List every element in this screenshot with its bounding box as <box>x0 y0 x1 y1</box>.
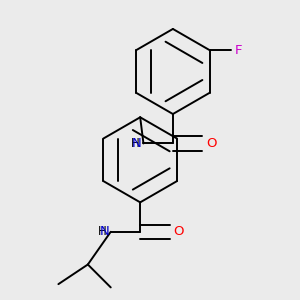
Text: N: N <box>132 137 142 150</box>
Text: O: O <box>174 225 184 238</box>
Text: H: H <box>98 225 107 238</box>
Text: H: H <box>131 137 140 150</box>
Text: N: N <box>99 225 109 238</box>
Text: F: F <box>234 44 242 57</box>
Text: O: O <box>206 137 217 150</box>
